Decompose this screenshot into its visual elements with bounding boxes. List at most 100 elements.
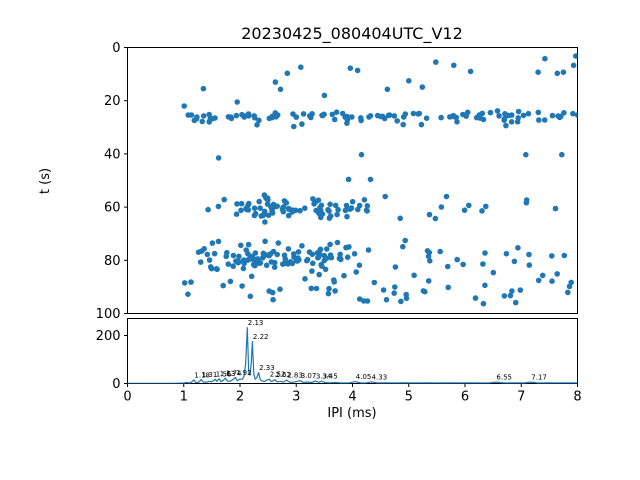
scatter-point	[479, 208, 485, 214]
scatter-point	[274, 203, 281, 209]
scatter-point	[400, 121, 407, 128]
scatter-point	[236, 253, 242, 260]
scatter-point	[245, 207, 252, 213]
scatter-point	[277, 86, 284, 93]
scatter-point	[335, 206, 341, 213]
scatter-point	[325, 290, 332, 297]
scatter-point	[411, 272, 417, 279]
scatter-point	[549, 112, 556, 119]
scatter-point	[245, 251, 251, 257]
scatter-point	[337, 251, 343, 258]
scatter-point	[438, 204, 445, 210]
scatter-point	[268, 204, 274, 210]
scatter-point	[386, 112, 393, 118]
histogram-xtick-label: 0	[123, 390, 131, 405]
scatter-point	[415, 111, 422, 117]
scatter-point	[379, 113, 386, 120]
scatter-point	[382, 193, 389, 200]
scatter-point	[383, 296, 390, 303]
scatter-point	[482, 250, 488, 256]
scatter-point	[549, 253, 555, 259]
scatter-point	[326, 208, 332, 214]
scatter-point	[282, 260, 288, 267]
scatter-point	[195, 249, 202, 255]
scatter-point	[398, 298, 404, 305]
scatter-point	[334, 239, 341, 246]
scatter-point	[251, 113, 257, 119]
scatter-point	[554, 70, 561, 77]
scatter-point	[265, 197, 271, 203]
scatter-point	[199, 118, 205, 125]
scatter-point	[424, 248, 431, 254]
scatter-point	[214, 266, 220, 273]
scatter-point	[207, 115, 214, 122]
scatter-point	[239, 111, 245, 118]
scatter-point	[275, 240, 282, 246]
scatter-point	[262, 219, 268, 225]
scatter-point	[483, 203, 489, 210]
scatter-point	[366, 114, 372, 120]
scatter-point	[332, 288, 338, 294]
scatter-point	[425, 278, 432, 284]
peak-label: 1.18	[194, 371, 210, 379]
scatter-point	[252, 250, 259, 256]
scatter-ytick-label: 0	[112, 41, 120, 56]
scatter-point	[284, 70, 291, 77]
scatter-point	[364, 298, 371, 304]
scatter-point	[299, 243, 305, 249]
scatter-point	[238, 200, 245, 207]
scatter-point	[280, 204, 287, 210]
scatter-point	[358, 115, 364, 121]
scatter-point	[503, 122, 509, 129]
scatter-point	[308, 114, 314, 121]
scatter-point	[445, 284, 452, 291]
scatter-point	[312, 199, 319, 205]
scatter-point	[437, 248, 444, 255]
scatter-point	[363, 207, 370, 214]
scatter-point	[380, 287, 387, 293]
peak-label: 2.83	[287, 372, 303, 380]
scatter-point	[332, 202, 339, 209]
scatter-point	[212, 115, 218, 121]
histogram-xtick-label: 2	[236, 390, 244, 405]
scatter-point	[344, 120, 350, 126]
axis-ticks	[124, 47, 578, 387]
scatter-point	[541, 117, 548, 123]
scatter-point	[355, 206, 361, 213]
scatter-point	[321, 92, 328, 99]
scatter-point	[215, 203, 222, 210]
scatter-point	[479, 110, 486, 117]
scatter-point	[512, 299, 519, 306]
histogram-ytick-label: 0	[112, 377, 120, 392]
scatter-point	[257, 205, 264, 211]
scatter-point	[525, 110, 532, 117]
peak-label: 1.56	[216, 371, 232, 379]
scatter-point	[523, 197, 530, 203]
scatter-point	[520, 112, 527, 119]
peak-label: 6.55	[496, 374, 512, 382]
scatter-point	[384, 86, 391, 93]
scatter-point	[277, 286, 283, 293]
scatter-point	[308, 285, 315, 292]
scatter-point	[327, 201, 333, 208]
scatter-point	[487, 109, 494, 116]
scatter-point	[262, 238, 268, 245]
scatter-point	[285, 205, 292, 212]
scatter-point	[444, 263, 451, 270]
scatter-point	[260, 253, 267, 260]
scatter-point	[502, 111, 508, 117]
scatter-point	[283, 200, 290, 206]
scatter-point	[256, 198, 263, 205]
histogram-xtick-label: 1	[180, 390, 188, 405]
histogram-xtick-label: 4	[348, 390, 356, 405]
scatter-point	[236, 258, 242, 265]
scatter-point	[536, 117, 542, 123]
scatter-point	[241, 260, 247, 267]
scatter-point	[347, 206, 353, 212]
scatter-point	[447, 114, 453, 120]
scatter-point	[270, 296, 276, 303]
scatter-point	[419, 84, 426, 90]
scatter-point	[188, 279, 194, 285]
scatter-point	[304, 256, 311, 263]
scatter-point	[535, 277, 542, 284]
